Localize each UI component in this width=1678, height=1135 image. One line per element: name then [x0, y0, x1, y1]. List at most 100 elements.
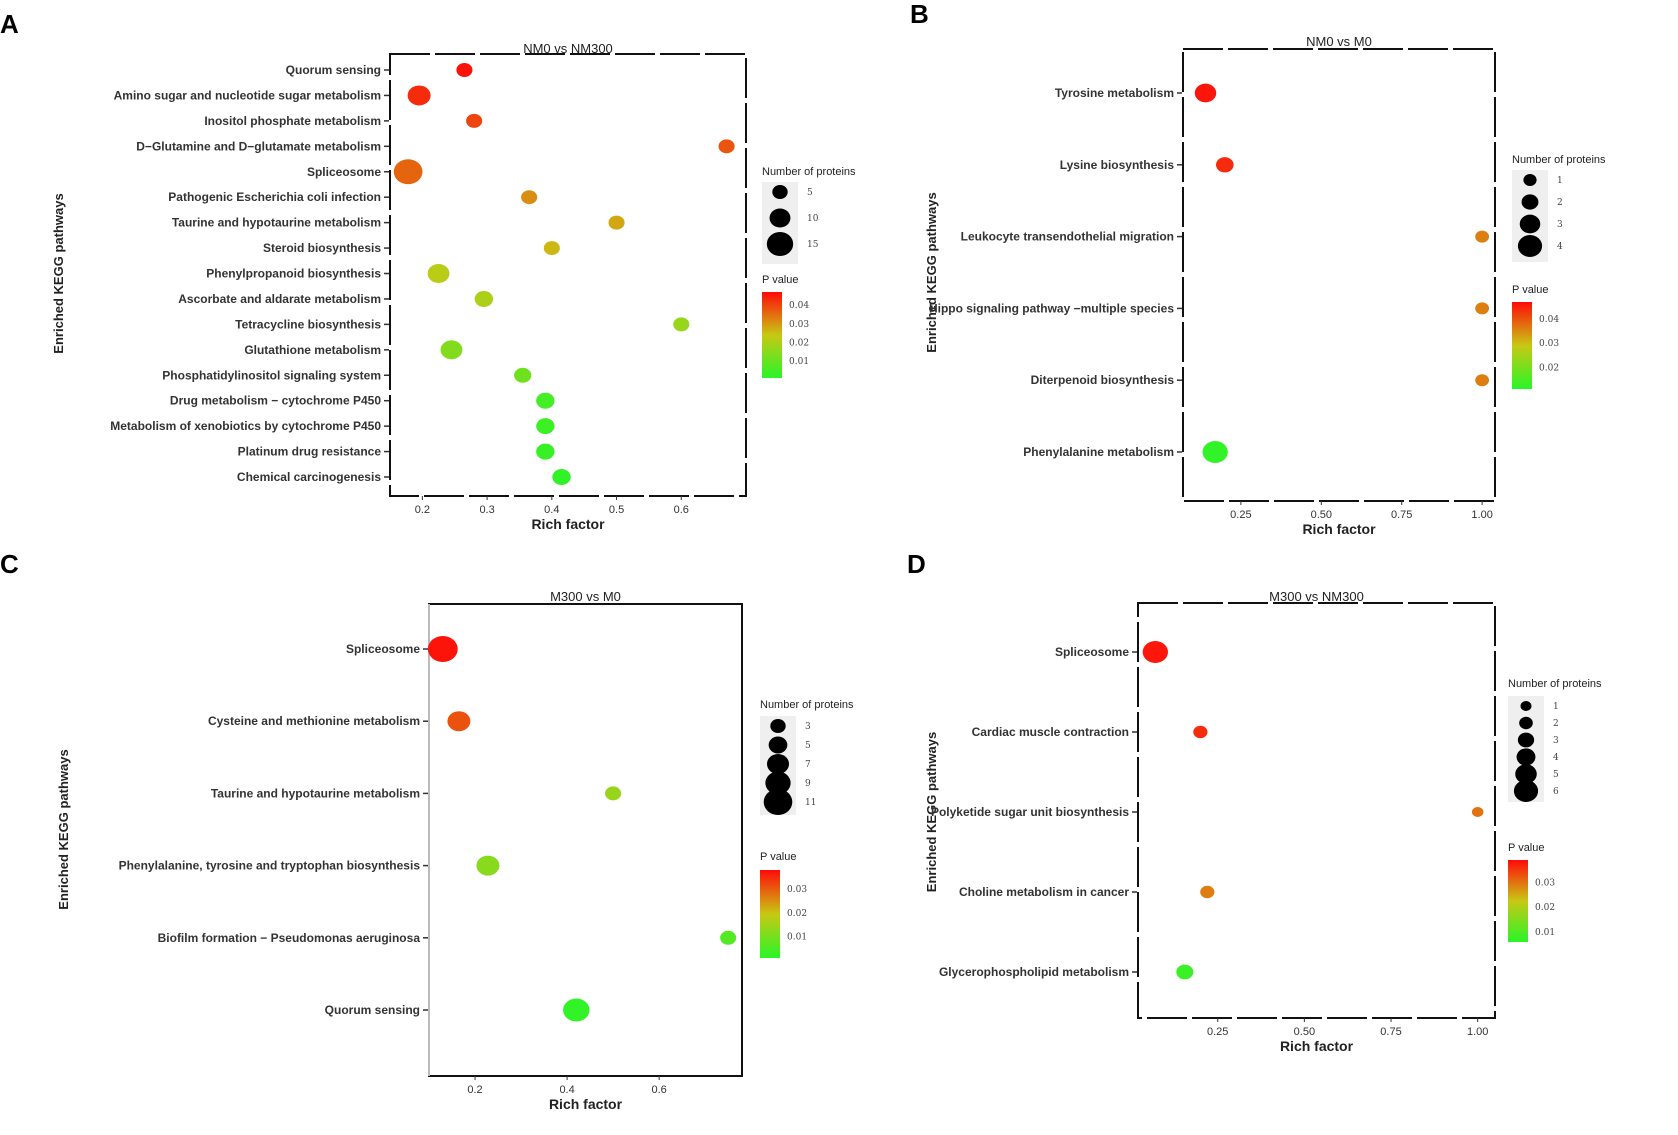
x-tick-label: 0.50 — [1294, 1026, 1315, 1038]
data-point — [1193, 725, 1208, 739]
data-point — [1142, 641, 1168, 663]
data-point — [1202, 441, 1228, 463]
data-point — [673, 317, 690, 332]
size-legend-key — [1515, 764, 1537, 784]
x-tick-label: 1.00 — [1471, 509, 1492, 521]
plot-frame — [1182, 48, 1496, 502]
panel-label: B — [910, 0, 929, 29]
y-tick-label: Tetracycline biosynthesis — [235, 317, 381, 331]
size-legend-label: 5 — [805, 741, 811, 751]
color-legend-title: P value — [760, 851, 797, 863]
y-tick-label: Tyrosine metabolism — [1055, 86, 1174, 100]
data-point — [536, 418, 555, 435]
size-legend-label: 3 — [1553, 736, 1559, 746]
x-axis-title: Rich factor — [1302, 521, 1376, 537]
x-axis-title: Rich factor — [549, 1096, 623, 1112]
size-legend-key — [1523, 174, 1537, 186]
y-tick-label: Phosphatidylinositol signaling system — [162, 368, 381, 382]
size-legend-label: 3 — [805, 722, 811, 732]
y-tick-label: Steroid biosynthesis — [263, 241, 381, 255]
y-tick-label: Hippo signaling pathway −multiple specie… — [929, 301, 1174, 315]
data-point — [514, 367, 532, 383]
data-point — [1194, 83, 1217, 103]
chart-title: M300 vs NM300 — [1269, 589, 1364, 604]
size-legend-label: 10 — [807, 214, 819, 224]
color-legend-label: 0.01 — [787, 933, 807, 943]
panel-d: D M300 vs NM300 Enriched KEGG pathways 0.25… — [907, 549, 1602, 1054]
size-legend-key — [1513, 780, 1539, 802]
color-legend-label: 0.02 — [1535, 903, 1555, 913]
color-legend-label: 0.03 — [789, 320, 809, 330]
plot-frame — [389, 53, 747, 497]
size-legend-label: 4 — [1553, 753, 1559, 763]
color-legend-title: P value — [762, 274, 799, 286]
y-tick-label: Lysine biosynthesis — [1060, 158, 1175, 172]
panel-a: A NM0 vs NM300 Enriched KEGG pathways 0.2 0.… — [0, 9, 856, 532]
size-legend-key — [763, 789, 793, 815]
y-tick-label: Spliceosome — [1055, 645, 1129, 659]
size-legend-label: 2 — [1557, 198, 1563, 208]
data-point — [605, 786, 622, 801]
data-point — [1475, 302, 1490, 315]
size-legend-key — [1517, 235, 1543, 257]
x-tick-label: 0.6 — [651, 1084, 666, 1096]
x-tick-label: 0.25 — [1207, 1026, 1228, 1038]
size-legend-title: Number of proteins — [760, 699, 854, 711]
data-point — [1475, 374, 1490, 387]
y-tick-label: Chemical carcinogenesis — [237, 470, 381, 484]
color-legend-label: 0.03 — [1539, 339, 1559, 349]
y-tick-label: D−Glutamine and D−glutamate metabolism — [136, 139, 381, 153]
color-legend-label: 0.02 — [1539, 363, 1559, 373]
y-tick-label: Quorum sensing — [325, 1003, 420, 1017]
size-legend-key — [1519, 716, 1533, 730]
size-legend-label: 1 — [1557, 176, 1563, 186]
data-point — [476, 855, 500, 876]
y-tick-label: Quorum sensing — [286, 63, 381, 77]
size-legend-key — [1520, 701, 1532, 711]
color-legend-title: P value — [1512, 284, 1549, 296]
size-legend-title: Number of proteins — [1512, 154, 1606, 166]
y-tick-label: Cysteine and methionine metabolism — [208, 714, 420, 728]
chart-title: M300 vs M0 — [550, 589, 621, 604]
plot-frame — [1137, 602, 1496, 1019]
x-tick-label: 0.2 — [415, 504, 430, 516]
size-legend-label: 2 — [1553, 719, 1559, 729]
color-legend-label: 0.04 — [1539, 315, 1559, 325]
x-tick-label: 0.6 — [674, 504, 689, 516]
y-tick-label: Inositol phosphate metabolism — [204, 114, 381, 128]
panel-b: B NM0 vs M0 Enriched KEGG pathways 0.25 0.50… — [910, 0, 1606, 537]
panel-label: C — [0, 549, 19, 579]
data-point — [427, 264, 450, 283]
size-legend-label: 15 — [807, 240, 819, 250]
x-tick-label: 0.3 — [479, 504, 494, 516]
size-legend-key — [768, 736, 788, 754]
data-point — [1215, 157, 1234, 173]
color-legend-label: 0.01 — [1535, 928, 1555, 938]
x-tick-label: 1.00 — [1467, 1026, 1488, 1038]
color-legend-label: 0.03 — [1535, 878, 1555, 888]
y-tick-label: Biofilm formation − Pseudomonas aerugino… — [158, 931, 421, 945]
data-point — [1475, 230, 1490, 243]
y-axis-title: Enriched KEGG pathways — [924, 192, 939, 352]
data-point — [720, 930, 737, 945]
chart-title: NM0 vs NM300 — [523, 41, 613, 56]
y-axis-title: Enriched KEGG pathways — [51, 193, 66, 353]
x-tick-label: 0.4 — [559, 1084, 574, 1096]
data-point — [608, 215, 625, 230]
data-point — [536, 443, 555, 460]
size-legend-label: 6 — [1553, 787, 1559, 797]
y-tick-label: Diterpenoid biosynthesis — [1031, 373, 1175, 387]
panel-label: A — [0, 9, 19, 39]
data-point — [536, 392, 555, 409]
size-legend-label: 7 — [805, 760, 811, 770]
color-legend-title: P value — [1508, 842, 1545, 854]
size-legend-label: 3 — [1557, 220, 1563, 230]
y-tick-label: Spliceosome — [307, 165, 381, 179]
y-tick-label: Taurine and hypotaurine metabolism — [172, 216, 381, 230]
color-legend-bar — [760, 870, 780, 958]
size-legend-title: Number of proteins — [1508, 678, 1602, 690]
data-point — [543, 241, 560, 256]
panel-label: D — [907, 549, 926, 579]
data-point — [563, 998, 590, 1022]
